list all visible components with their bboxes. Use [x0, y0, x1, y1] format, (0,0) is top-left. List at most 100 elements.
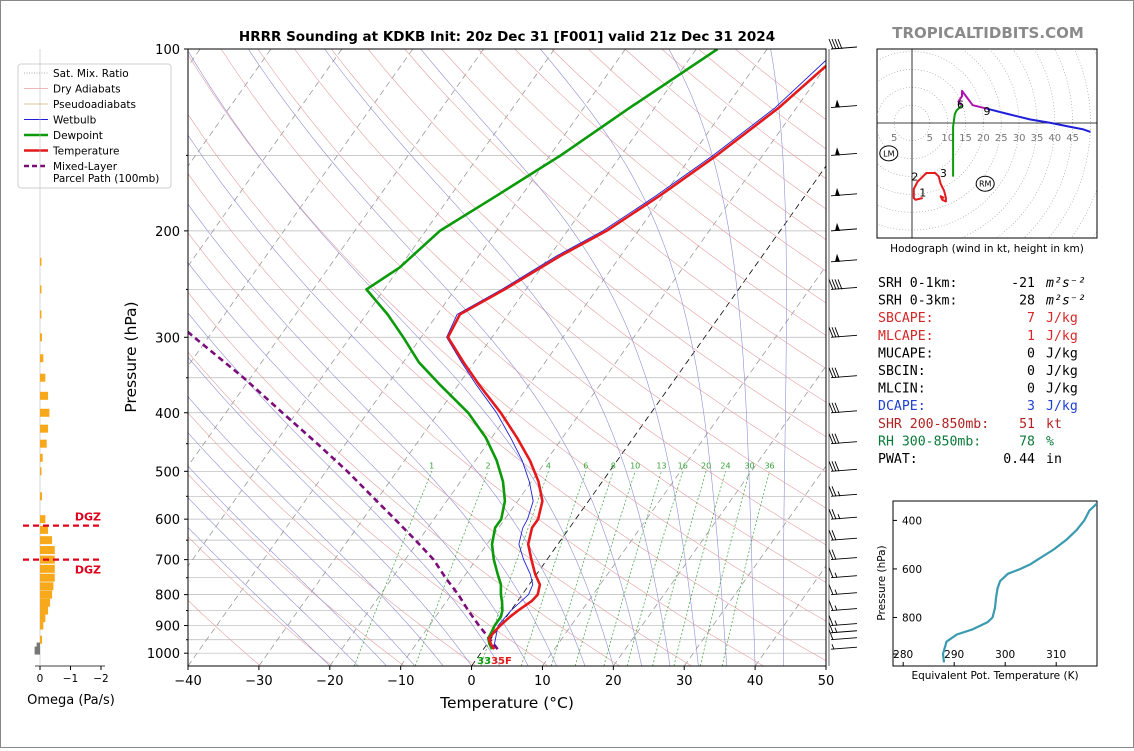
hodograph-frame	[876, 48, 1098, 239]
barb-full	[828, 402, 834, 413]
x-tick-label: 40	[747, 674, 764, 689]
barb-full	[831, 461, 837, 472]
y-tick-label: 100	[155, 43, 180, 58]
dgz-label: DGZ	[75, 564, 101, 577]
barb-full	[837, 279, 843, 290]
barb-staff	[830, 630, 858, 634]
wind-barb	[828, 615, 858, 626]
barb-half	[834, 620, 838, 626]
legend-label-line: Parcel Path (100mb)	[53, 173, 159, 185]
barb-staff	[830, 152, 858, 156]
x-tick-label: −20	[316, 674, 343, 689]
dry-adiabat	[404, 49, 826, 403]
parameter-label: PWAT:	[878, 452, 918, 467]
hodograph-trace	[952, 104, 963, 177]
parameter-value: 1	[1027, 329, 1035, 344]
barb-full	[834, 279, 840, 290]
omega-bar	[40, 590, 53, 599]
skewt-axes: −40 −30 −20 −10 0 10 20 30 40 50 100 200 300 400 500 60…	[147, 43, 834, 689]
isotherm-line	[188, 49, 414, 367]
legend-label: Wetbulb	[53, 115, 97, 127]
wind-barb	[828, 629, 858, 641]
omega-xlabel: Omega (Pa/s)	[27, 693, 115, 708]
storm-motion-label: LM	[883, 149, 894, 158]
barb-staff	[830, 557, 858, 561]
omega-bar	[40, 621, 44, 630]
legend-label: Dry Adiabats	[53, 84, 121, 96]
surface-temperature-label: 35F	[491, 656, 512, 667]
theta-e-ytick-label: 800	[902, 612, 922, 624]
theta-e-ytick-label: 400	[902, 515, 922, 527]
omega-bar	[36, 642, 40, 651]
wind-barb	[828, 327, 858, 338]
legend-label: Dewpoint	[53, 130, 103, 142]
moist-adiabat	[188, 465, 387, 666]
skewt-ylabel: Pressure (hPa)	[122, 301, 140, 412]
omega-bar	[40, 285, 42, 294]
dry-adiabat	[441, 49, 826, 369]
omega-bar	[40, 598, 51, 607]
y-tick-label: 500	[155, 465, 180, 480]
y-tick-label: 800	[155, 589, 180, 604]
isotherm-line	[400, 65, 826, 666]
moist-adiabat	[420, 49, 699, 666]
isotherm-line	[188, 49, 272, 167]
omega-bar	[40, 424, 49, 433]
omega-bar	[40, 354, 44, 363]
theta-e-xtick-label: 300	[995, 649, 1015, 661]
isotherm-line	[188, 49, 626, 666]
barb-full	[828, 584, 834, 595]
parameter-value: 0	[1027, 364, 1035, 379]
wind-barb	[828, 279, 858, 290]
watermark: TROPICALTIDBITS.COM	[892, 24, 1084, 42]
omega-bar	[40, 564, 55, 573]
barb-staff	[830, 592, 858, 596]
y-tick-label: 200	[155, 225, 180, 240]
parameter-label: DCAPE:	[878, 399, 926, 414]
omega-panel: 0 −1 −2 DGZ DGZ	[23, 49, 109, 685]
barb-full	[831, 367, 837, 378]
barb-half	[834, 627, 838, 633]
omega-bar	[40, 408, 50, 417]
hodograph-trace	[986, 107, 1091, 133]
skewt-xlabel: Temperature (°C)	[439, 694, 574, 712]
barb-full	[828, 279, 834, 290]
x-tick-label: 20	[605, 674, 622, 689]
moist-adiabat	[188, 526, 331, 666]
theta-e-ylabel: Pressure (hPa)	[876, 545, 888, 620]
dgz-label: DGZ	[75, 511, 101, 524]
omega-bar	[40, 439, 47, 448]
hodograph-ring-label: 25	[995, 133, 1008, 144]
wind-barb	[830, 253, 858, 263]
theta-e-xtick-label: 310	[1046, 649, 1066, 661]
legend: Sat. Mix. Ratio Dry Adiabats Pseudoadiabat…	[17, 63, 172, 189]
wind-barb	[828, 402, 858, 414]
legend-label: Temperature	[52, 146, 120, 158]
y-tick-label: 300	[155, 331, 180, 346]
barb-half	[837, 513, 841, 520]
barb-full	[831, 433, 837, 444]
dry-adiabat	[514, 49, 826, 304]
theta-e-xlabel: Equivalent Pot. Temperature (K)	[911, 670, 1078, 682]
omega-bar	[40, 257, 42, 266]
storm-motion-label: RM	[979, 180, 992, 189]
x-tick-label: −40	[174, 674, 201, 689]
barb-staff	[830, 575, 858, 579]
barb-full	[828, 486, 834, 497]
skewt-plot-frame	[187, 48, 827, 667]
wind-barb	[828, 567, 858, 579]
barb-half	[834, 589, 838, 595]
wind-barb	[830, 99, 858, 109]
parameter-label: SHR 200-850mb:	[878, 417, 989, 432]
hodograph-trace	[957, 89, 988, 110]
dry-adiabat	[220, 49, 826, 583]
dry-adiabat	[188, 232, 692, 666]
barb-half	[831, 644, 835, 650]
hodograph-ring-label: 45	[1066, 133, 1079, 144]
dry-adiabat	[257, 49, 826, 546]
legend-items: Sat. Mix. Ratio Dry Adiabats Pseudoadiabat…	[24, 68, 159, 185]
mixing-ratio-label: 6	[583, 461, 588, 470]
wind-barb	[828, 622, 858, 634]
legend-label-line: Mixed-Layer	[53, 161, 118, 173]
theta-e-frame	[892, 500, 1098, 667]
